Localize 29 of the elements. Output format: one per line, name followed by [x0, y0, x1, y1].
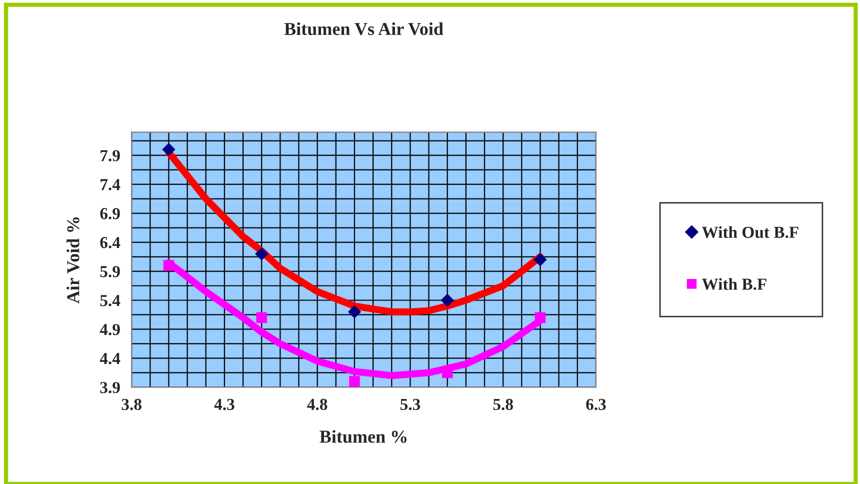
x-tick-label: 4.3 [214, 398, 234, 410]
point [256, 312, 267, 324]
y-axis-title: Air Void % [66, 217, 80, 304]
y-tick-label: 3.9 [100, 382, 120, 394]
y-tick-label: 6.9 [100, 208, 120, 220]
y-tick-label: 4.4 [100, 353, 120, 364]
y-tick-label: 7.4 [100, 179, 120, 190]
legend-label: With B.F [702, 278, 766, 290]
legend-label: With Out B.F [702, 226, 798, 238]
x-tick-label: 5.3 [400, 398, 420, 410]
point [162, 142, 176, 156]
chart-title: Bitumen Vs Air Void [284, 22, 444, 36]
y-tick-label: 5.4 [100, 295, 120, 306]
y-tick-label: 7.9 [100, 150, 120, 162]
y-tick-label: 6.4 [100, 237, 120, 248]
point [440, 294, 454, 307]
point [534, 312, 546, 324]
x-tick-label: 4.8 [307, 398, 328, 410]
point [349, 376, 360, 387]
x-tick-label: 3.8 [122, 398, 142, 410]
point [163, 260, 174, 271]
point [534, 253, 547, 266]
x-tick-label: 5.8 [493, 398, 513, 410]
point [255, 247, 268, 260]
y-tick-label: 4.9 [100, 324, 120, 336]
x-tick-label: 6.3 [586, 398, 606, 410]
x-axis-title: Bitumen % [320, 430, 406, 443]
point [348, 305, 362, 318]
y-tick-label: 5.9 [100, 266, 120, 278]
